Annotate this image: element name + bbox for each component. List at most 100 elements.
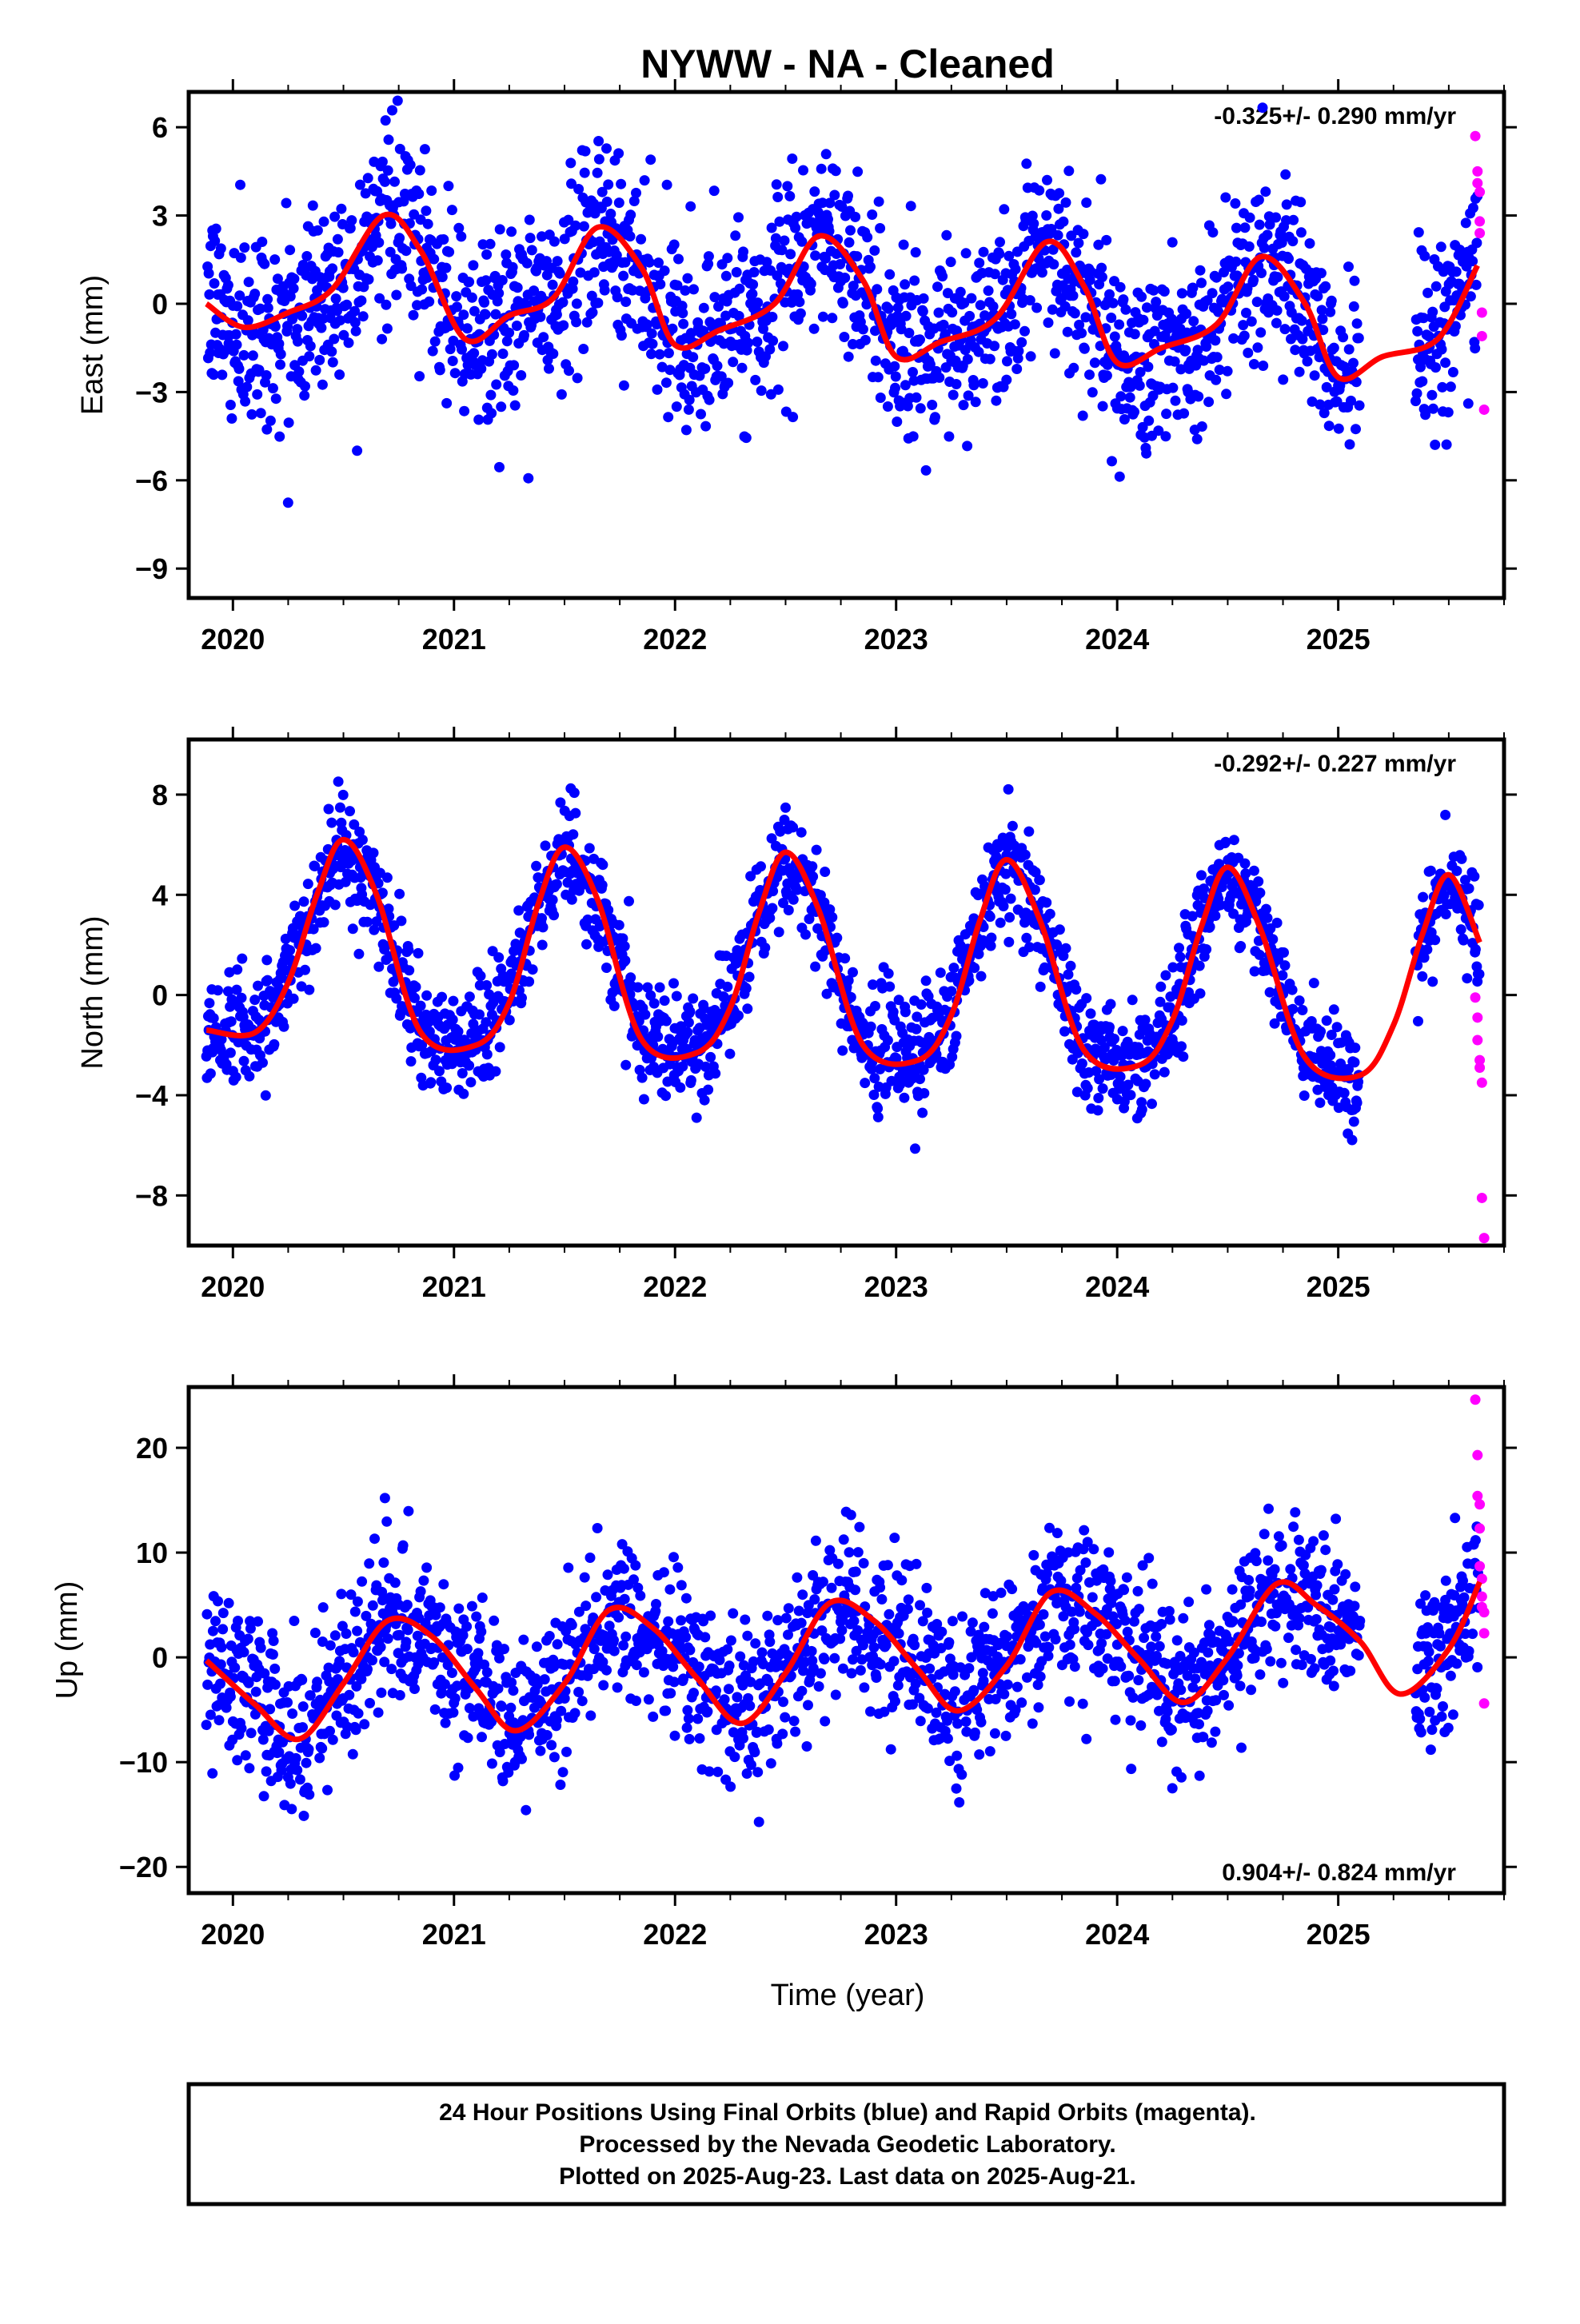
final-orbit-point <box>330 1630 341 1640</box>
final-orbit-point <box>569 787 580 798</box>
final-orbit-point <box>527 245 537 255</box>
final-orbit-point <box>1352 318 1363 329</box>
rate-label: -0.292+/- 0.227 mm/yr <box>1214 751 1456 777</box>
final-orbit-point <box>876 393 886 403</box>
final-orbit-point <box>1177 1015 1187 1026</box>
final-orbit-point <box>1020 850 1031 860</box>
final-orbit-point <box>890 1696 900 1707</box>
final-orbit-point <box>482 1049 493 1059</box>
final-orbit-point <box>873 372 884 382</box>
final-orbit-point <box>853 1547 864 1557</box>
final-orbit-point <box>1303 357 1313 367</box>
final-orbit-point <box>205 1068 216 1078</box>
final-orbit-point <box>201 1720 212 1730</box>
final-orbit-point <box>1004 912 1015 923</box>
final-orbit-point <box>1244 241 1255 252</box>
final-orbit-point <box>710 1068 720 1078</box>
rapid-orbit-point <box>1479 1233 1490 1243</box>
final-orbit-point <box>381 1517 392 1527</box>
final-orbit-point <box>1474 969 1485 979</box>
final-orbit-point <box>1120 305 1131 315</box>
final-orbit-point <box>1078 229 1088 239</box>
final-orbit-point <box>1223 366 1233 377</box>
final-orbit-point <box>426 185 437 196</box>
final-orbit-point <box>947 307 957 317</box>
final-orbit-point <box>961 248 972 258</box>
final-orbit-point <box>1467 256 1478 266</box>
final-orbit-point <box>720 1694 730 1704</box>
final-orbit-point <box>999 901 1009 911</box>
final-orbit-point <box>726 1636 736 1646</box>
final-orbit-point <box>1431 281 1442 292</box>
final-orbit-point <box>1087 387 1098 397</box>
final-orbit-point <box>448 1015 458 1025</box>
final-orbit-point <box>845 225 856 236</box>
final-orbit-point <box>387 106 397 116</box>
final-orbit-point <box>357 1577 367 1587</box>
final-orbit-point <box>609 1646 620 1656</box>
final-orbit-point <box>664 348 674 358</box>
final-orbit-point <box>510 401 521 411</box>
final-orbit-point <box>984 285 994 296</box>
final-orbit-point <box>632 983 643 993</box>
final-orbit-point <box>818 1577 828 1587</box>
final-orbit-point <box>431 1054 441 1065</box>
final-orbit-point <box>829 1653 840 1664</box>
final-orbit-point <box>672 401 682 412</box>
final-orbit-point <box>1430 362 1441 373</box>
final-orbit-point <box>1201 944 1211 955</box>
final-orbit-point <box>695 1733 705 1744</box>
final-orbit-point <box>1108 298 1119 309</box>
final-orbit-point <box>829 190 840 201</box>
final-orbit-point <box>258 1735 269 1745</box>
final-orbit-point <box>1155 982 1166 992</box>
final-orbit-point <box>684 405 694 415</box>
final-orbit-point <box>262 975 273 986</box>
final-orbit-point <box>453 1026 464 1037</box>
final-orbit-point <box>398 1541 409 1551</box>
final-orbit-point <box>561 1747 572 1757</box>
final-orbit-point <box>304 1744 314 1755</box>
final-orbit-point <box>916 999 927 1010</box>
final-orbit-point <box>397 264 407 274</box>
final-orbit-point <box>1430 935 1440 945</box>
rapid-orbit-point <box>1474 216 1485 226</box>
final-orbit-point <box>810 962 820 972</box>
final-orbit-point <box>733 1011 744 1021</box>
final-orbit-point <box>814 1681 824 1692</box>
final-orbit-point <box>844 237 855 248</box>
final-orbit-point <box>424 297 434 307</box>
final-orbit-point <box>1161 409 1171 419</box>
final-orbit-point <box>352 445 362 456</box>
final-orbit-point <box>462 1644 473 1654</box>
final-orbit-point <box>798 165 808 176</box>
final-orbit-point <box>1021 933 1031 943</box>
y-tick-label: 4 <box>152 879 168 911</box>
x-tick-label: 2020 <box>201 623 265 656</box>
chart-title: NYWW - NA - Cleaned <box>640 42 1055 86</box>
final-orbit-point <box>1098 401 1108 412</box>
final-orbit-point <box>597 859 608 870</box>
final-orbit-point <box>481 980 492 991</box>
final-orbit-point <box>414 371 425 381</box>
final-orbit-point <box>373 255 383 265</box>
final-orbit-point <box>498 1776 509 1786</box>
x-tick-label: 2024 <box>1085 623 1149 656</box>
final-orbit-point <box>883 1035 893 1046</box>
final-orbit-point <box>345 806 355 816</box>
final-orbit-point <box>1066 961 1076 971</box>
final-orbit-point <box>491 380 501 390</box>
final-orbit-point <box>553 1639 563 1649</box>
final-orbit-point <box>1418 892 1428 903</box>
final-orbit-point <box>1348 358 1359 369</box>
final-orbit-point <box>688 284 699 294</box>
final-orbit-point <box>314 1753 325 1764</box>
final-orbit-point <box>1412 326 1422 337</box>
final-orbit-point <box>652 385 663 395</box>
final-orbit-point <box>705 1052 716 1062</box>
final-orbit-point <box>1068 290 1079 301</box>
final-orbit-point <box>467 1601 477 1612</box>
final-orbit-point <box>1050 349 1060 359</box>
final-orbit-point <box>270 1680 281 1690</box>
final-orbit-point <box>304 351 314 361</box>
